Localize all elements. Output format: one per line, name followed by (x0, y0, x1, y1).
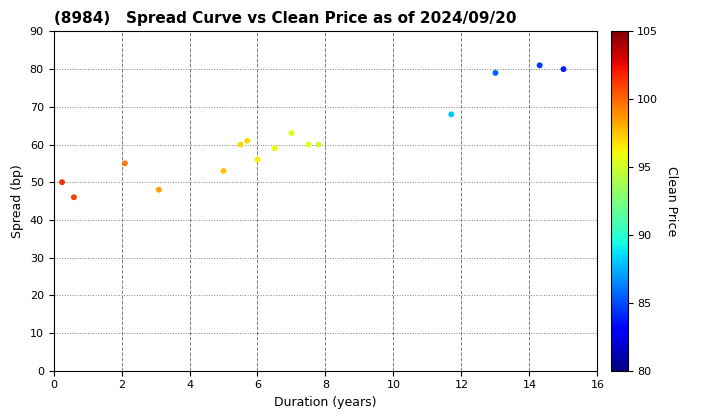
Point (313, 141, 325, 148)
Point (534, 62, 546, 69)
Point (269, 145, 280, 152)
Point (286, 130, 297, 136)
Point (490, 70, 501, 76)
Point (119, 160, 130, 167)
Point (56, 179, 68, 186)
Y-axis label: Spread (bp): Spread (bp) (11, 164, 24, 238)
Point (241, 137, 253, 144)
Point (68, 194, 80, 201)
Point (235, 141, 246, 148)
Point (153, 186, 165, 193)
Point (446, 111, 457, 118)
Point (217, 168, 229, 174)
Point (302, 141, 314, 148)
Text: (8984)   Spread Curve vs Clean Price as of 2024/09/20: (8984) Spread Curve vs Clean Price as of… (53, 11, 516, 26)
Point (252, 156, 264, 163)
X-axis label: Duration (years): Duration (years) (274, 396, 377, 409)
Point (558, 66, 570, 73)
Y-axis label: Clean Price: Clean Price (665, 166, 678, 236)
